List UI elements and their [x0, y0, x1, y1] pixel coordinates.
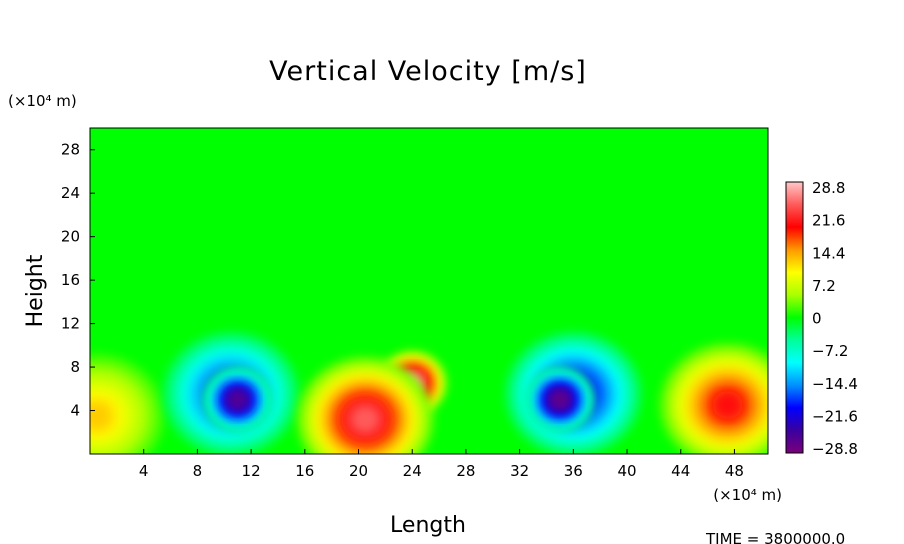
heatmap-contour [90, 401, 112, 430]
y-tick-label: 12 [61, 315, 80, 333]
y-tick-label: 28 [61, 141, 80, 159]
heatmap-cells [90, 332, 768, 454]
x-tick-label: 36 [564, 462, 583, 480]
x-axis-ticks: 4 8 12 16 20 24 28 32 36 40 44 48 [139, 449, 744, 480]
x-axis-unit: (×10⁴ m) [713, 486, 782, 504]
x-tick-label: 8 [193, 462, 203, 480]
heatmap-feature [90, 353, 165, 454]
y-tick-label: 4 [70, 402, 80, 420]
x-tick-label: 48 [725, 462, 744, 480]
heatmap-feature [525, 367, 594, 432]
x-tick-label: 40 [617, 462, 636, 480]
heatmap-contour [350, 405, 381, 434]
heatmap-contour [227, 389, 248, 410]
x-axis-title: Length [390, 513, 466, 538]
heatmap-feature [203, 367, 272, 432]
plot-frame [89, 127, 769, 455]
colorbar-labels: 28.8 21.6 14.4 7.2 0 −7.2 −14.4 −21.6 −28.8 [812, 179, 858, 458]
colorbar-tick-label: −21.6 [812, 407, 858, 425]
x-tick-label: 28 [456, 462, 475, 480]
x-tick-label: 20 [349, 462, 368, 480]
colorbar-tick-label: 7.2 [812, 277, 836, 295]
y-tick-label: 24 [61, 184, 80, 202]
colorbar-tick-label: 28.8 [812, 179, 845, 197]
chart-title: Vertical Velocity [m/s] [269, 56, 587, 87]
y-tick-label: 16 [61, 271, 80, 289]
colorbar-tick-label: 21.6 [812, 212, 845, 230]
y-tick-label: 8 [70, 358, 80, 376]
y-axis-ticks: 4 8 12 16 20 24 28 [61, 141, 95, 420]
heatmap-contour [712, 391, 743, 420]
colorbar-tick-label: 14.4 [812, 244, 845, 262]
x-tick-label: 32 [510, 462, 529, 480]
colorbar-tick-label: −14.4 [812, 375, 858, 393]
heatmap-contour [549, 389, 570, 410]
x-tick-label: 44 [671, 462, 690, 480]
colorbar-tick-label: 0 [812, 310, 822, 328]
time-label: TIME = 3800000.0 [705, 530, 845, 544]
x-tick-label: 12 [242, 462, 261, 480]
colorbar-tick-label: −28.8 [812, 440, 858, 458]
x-tick-label: 24 [403, 462, 422, 480]
x-tick-label: 16 [295, 462, 314, 480]
x-tick-label: 4 [139, 462, 149, 480]
colorbar: 28.8 21.6 14.4 7.2 0 −7.2 −14.4 −21.6 −28.8 [785, 179, 858, 458]
colorbar-scale [785, 181, 804, 454]
heatmap-feature [659, 343, 768, 454]
colorbar-tick-label: −7.2 [812, 342, 848, 360]
plot-area [89, 127, 769, 455]
y-axis-title: Height [23, 254, 48, 327]
y-axis-unit: (×10⁴ m) [8, 92, 77, 110]
y-tick-label: 20 [61, 228, 80, 246]
heatmap-feature [297, 357, 434, 454]
